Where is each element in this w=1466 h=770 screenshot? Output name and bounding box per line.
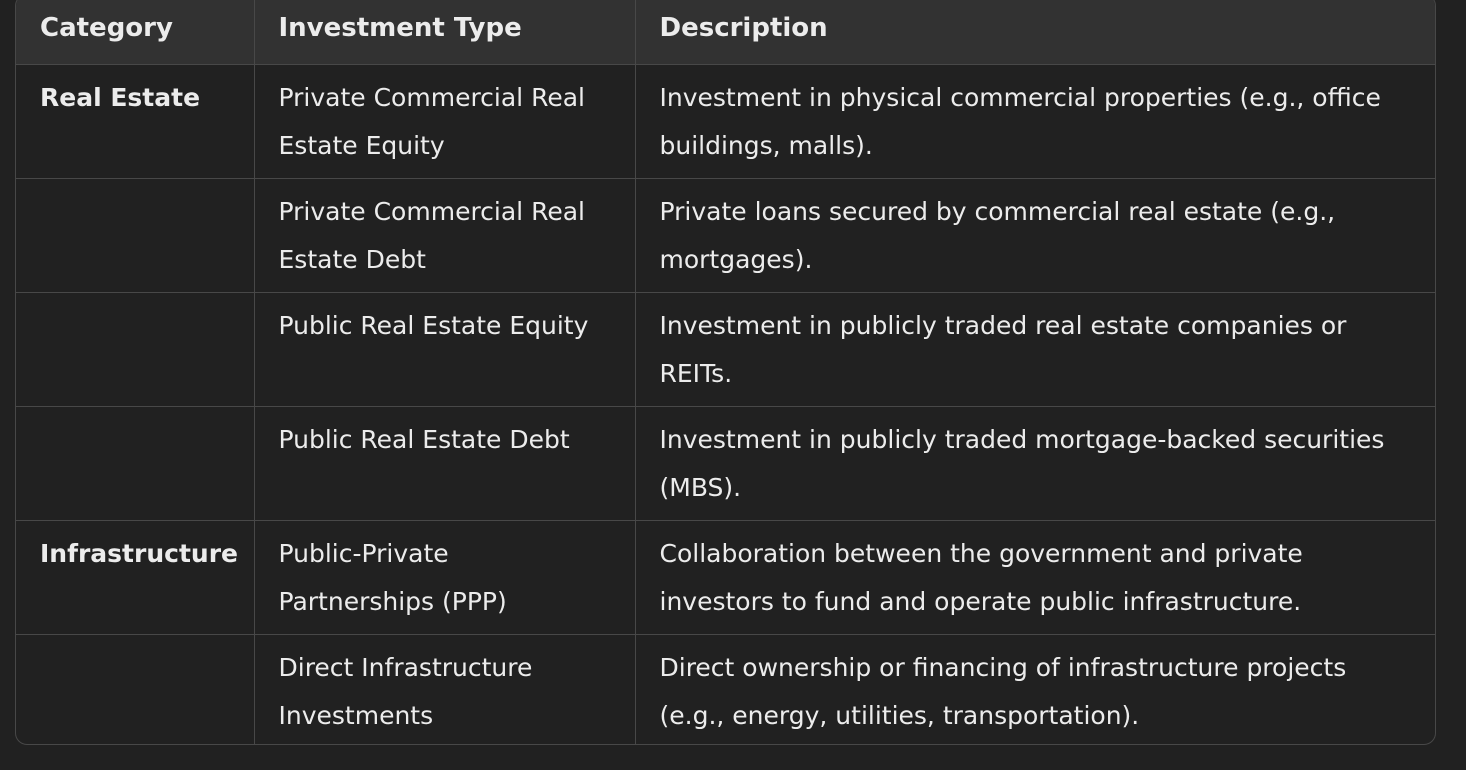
description-cell: Investment in publicly traded mortgage-b… (635, 406, 1435, 521)
header-category: Category (16, 0, 255, 65)
investment-type-cell: Direct Infrastructure Investments (254, 634, 636, 744)
investment-type-cell: Public Real Estate Equity (254, 292, 636, 407)
description-cell: Collaboration between the government and… (635, 520, 1435, 635)
header-row: Category Investment Type Description (16, 0, 1435, 65)
data-table: Category Investment Type Description Rea… (16, 0, 1435, 744)
category-cell (16, 178, 255, 293)
table-header: Category Investment Type Description (16, 0, 1435, 65)
table-row: Infrastructure Public-Private Partnershi… (16, 520, 1435, 635)
investment-type-cell: Private Commercial Real Estate Equity (254, 64, 636, 179)
category-cell (16, 634, 255, 744)
investment-type-cell: Public-Private Partnerships (PPP) (254, 520, 636, 635)
description-cell: Investment in publicly traded real estat… (635, 292, 1435, 407)
category-cell (16, 292, 255, 407)
table-row: Real Estate Private Commercial Real Esta… (16, 64, 1435, 179)
description-cell: Investment in physical commercial proper… (635, 64, 1435, 179)
table-row: Direct Infrastructure Investments Direct… (16, 634, 1435, 744)
header-description: Description (635, 0, 1435, 65)
investment-table: Category Investment Type Description Rea… (15, 0, 1436, 745)
category-cell: Real Estate (16, 64, 255, 179)
category-cell: Infrastructure (16, 520, 255, 635)
header-investment-type: Investment Type (254, 0, 636, 65)
table-row: Public Real Estate Equity Investment in … (16, 292, 1435, 407)
investment-type-cell: Private Commercial Real Estate Debt (254, 178, 636, 293)
category-cell (16, 406, 255, 521)
description-cell: Direct ownership or financing of infrast… (659, 652, 1347, 730)
table-row: Public Real Estate Debt Investment in pu… (16, 406, 1435, 521)
investment-type-cell: Public Real Estate Debt (254, 406, 636, 521)
table-row: Private Commercial Real Estate Debt Priv… (16, 178, 1435, 293)
table-body: Real Estate Private Commercial Real Esta… (16, 64, 1435, 744)
description-cell: Private loans secured by commercial real… (635, 178, 1435, 293)
